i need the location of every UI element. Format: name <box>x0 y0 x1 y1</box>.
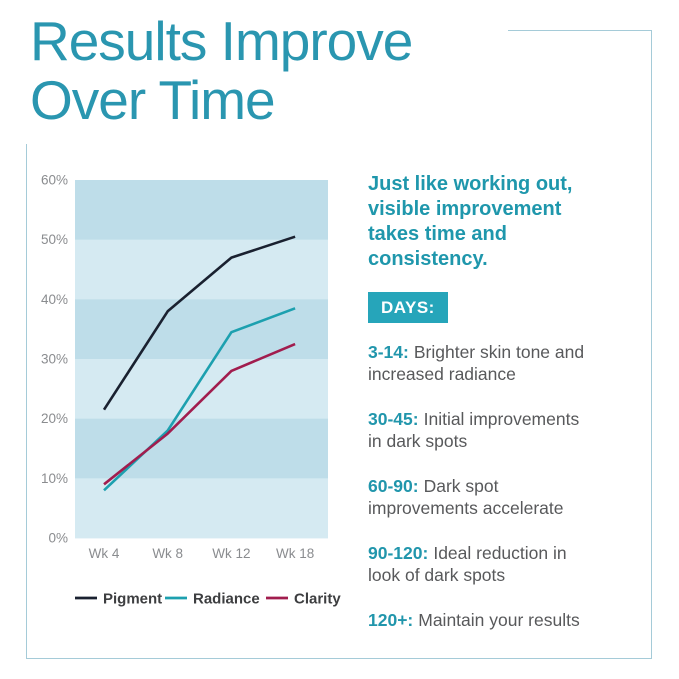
plot-band <box>75 478 328 539</box>
title-block: Results Improve Over Time <box>0 0 508 144</box>
days-item: 60-90: Dark spot improvements accelerate <box>368 475 654 519</box>
y-tick-label: 30% <box>41 352 68 367</box>
series-line-clarity <box>103 342 296 486</box>
plot-band <box>75 418 328 479</box>
days-item: 30-45: Initial improvements in dark spots <box>368 408 654 452</box>
days-item-label: 90-120: <box>368 543 429 563</box>
days-item: 3-14: Brighter skin tone and increased ra… <box>368 341 654 385</box>
legend-label: Pigment <box>103 591 162 608</box>
days-badge: DAYS: <box>368 292 448 323</box>
days-list: 3-14: Brighter skin tone and increased ra… <box>368 341 654 631</box>
series-line-pigment <box>102 235 296 411</box>
days-item-text: Maintain your results <box>418 610 580 630</box>
days-item-text: Dark spot improvements accelerate <box>368 476 564 518</box>
days-item-label: 120+: <box>368 610 414 630</box>
y-tick-label: 10% <box>41 471 68 486</box>
days-item: 90-120: Ideal reduction in look of dark s… <box>368 542 654 586</box>
intro-text: Just like working out, visible improveme… <box>368 173 573 270</box>
page-title: Results Improve Over Time <box>30 10 413 131</box>
y-tick-label: 50% <box>41 232 68 247</box>
y-tick-label: 40% <box>41 292 68 307</box>
days-item-label: 30-45: <box>368 409 419 429</box>
y-tick-label: 60% <box>41 173 68 188</box>
legend-label: Clarity <box>294 591 341 608</box>
results-chart: 60% 50% 40% 30% 20% 10% 0% Wk 4 Wk 8 Wk 12 Wk 18 Pi… <box>41 173 341 608</box>
days-item-label: 3-14: <box>368 342 409 362</box>
info-panel: Just like working out, visible improveme… <box>368 172 654 631</box>
x-tick-label: Wk 18 <box>276 546 314 561</box>
days-item-text: Brighter skin tone and increased radianc… <box>368 342 585 384</box>
x-tick-label: Wk 12 <box>212 546 250 561</box>
days-item-label: 60-90: <box>368 476 419 496</box>
days-item: 120+: Maintain your results <box>368 609 654 631</box>
chart-container: 60% 50% 40% 30% 20% 10% 0% Wk 4 Wk 8 Wk 12 Wk 18 Pi… <box>26 160 356 630</box>
x-tick-label: Wk 8 <box>152 546 183 561</box>
legend-label: Radiance <box>193 591 260 608</box>
plot-band <box>75 239 328 300</box>
y-tick-label: 0% <box>48 531 68 546</box>
plot-band <box>75 359 328 420</box>
days-item-text: Initial improvements in dark spots <box>368 409 580 451</box>
plot-band <box>75 299 328 360</box>
x-tick-label: Wk 4 <box>89 546 120 561</box>
plot-band <box>75 180 328 241</box>
days-item-text: Ideal reduction in look of dark spots <box>368 543 567 585</box>
y-tick-label: 20% <box>41 411 68 426</box>
